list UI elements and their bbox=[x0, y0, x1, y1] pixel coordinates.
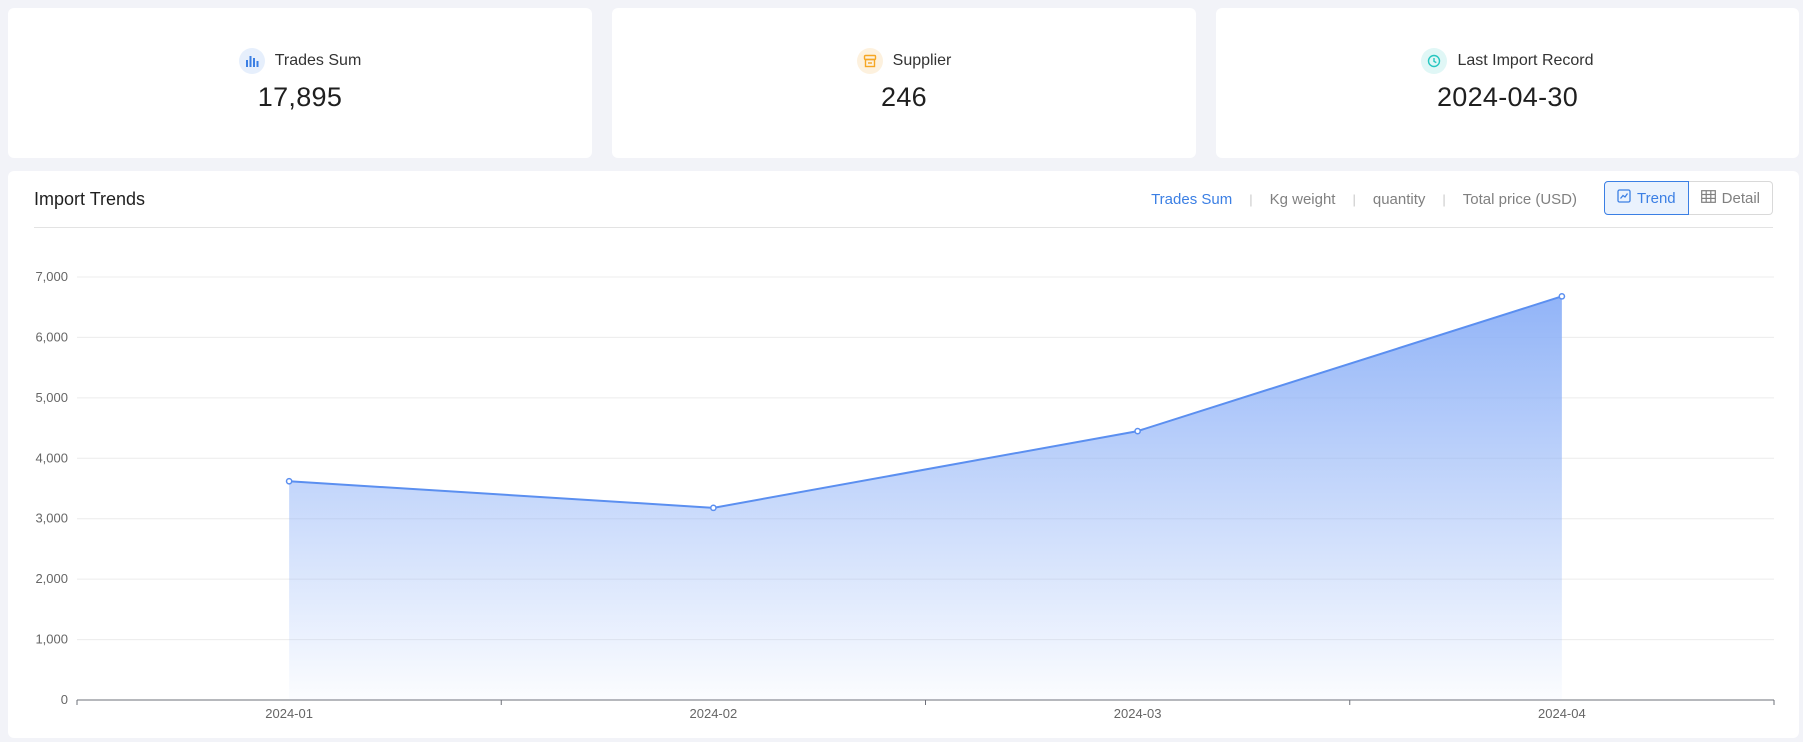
detail-button-label: Detail bbox=[1721, 189, 1760, 207]
trend-button-label: Trend bbox=[1637, 189, 1676, 207]
y-tick-label: 1,000 bbox=[35, 632, 68, 647]
tab-kg-weight[interactable]: Kg weight bbox=[1269, 191, 1336, 208]
chart-title: Import Trends bbox=[34, 189, 146, 209]
data-point bbox=[1558, 292, 1566, 300]
x-tick-label: 2024-01 bbox=[265, 706, 313, 721]
trend-view-button[interactable]: Trend bbox=[1604, 181, 1689, 215]
stat-value: 246 bbox=[881, 82, 927, 112]
x-tick-label: 2024-02 bbox=[690, 706, 738, 721]
last-import-record-card: Last Import Record 2024-04-30 bbox=[1216, 8, 1799, 158]
tab-separator: | bbox=[1249, 192, 1253, 207]
y-tick-label: 3,000 bbox=[35, 511, 68, 526]
import-trends-chart: 0 1,000 2,000 3,000 4,000 5,000 6,000 7,000 2024… bbox=[35, 269, 1775, 721]
y-tick-label: 4,000 bbox=[35, 450, 68, 465]
stat-value: 17,895 bbox=[257, 82, 343, 112]
import-trends-panel: 0 1,000 2,000 3,000 4,000 5,000 6,000 7,000 2024… bbox=[8, 171, 1799, 738]
data-point bbox=[285, 477, 293, 485]
stat-label: Trades Sum bbox=[274, 52, 362, 69]
stat-label: Last Import Record bbox=[1457, 52, 1594, 69]
series-line bbox=[289, 295, 1563, 509]
y-tick-label: 0 bbox=[61, 692, 68, 707]
data-point bbox=[1134, 427, 1141, 435]
tab-quantity[interactable]: quantity bbox=[1372, 191, 1426, 208]
metric-tabs: Trades Sum | Kg weight | quantity | Tota… bbox=[1151, 191, 1577, 208]
clock-icon bbox=[1421, 48, 1448, 74]
tab-separator: | bbox=[1442, 192, 1446, 207]
tab-separator: | bbox=[1352, 192, 1356, 207]
detail-view-button[interactable]: Detail bbox=[1688, 181, 1773, 215]
y-tick-label: 2,000 bbox=[35, 571, 68, 586]
view-toggle: Trend Detail bbox=[1604, 181, 1773, 215]
tab-total-price[interactable]: Total price (USD) bbox=[1462, 191, 1577, 208]
store-icon bbox=[856, 48, 883, 74]
series-area bbox=[289, 296, 1562, 700]
stat-label: Supplier bbox=[892, 52, 952, 69]
y-tick-label: 5,000 bbox=[35, 390, 68, 405]
data-point bbox=[710, 504, 717, 512]
y-tick-label: 7,000 bbox=[35, 269, 68, 284]
supplier-card: Supplier 246 bbox=[612, 8, 1196, 158]
y-tick-label: 6,000 bbox=[35, 329, 68, 344]
x-tick-label: 2024-03 bbox=[1114, 706, 1162, 721]
chart-header: Import Trends Trades Sum | Kg weight | q… bbox=[34, 171, 1773, 228]
x-tick-label: 2024-04 bbox=[1538, 706, 1586, 721]
stat-value: 2024-04-30 bbox=[1436, 82, 1579, 112]
bar-chart-icon bbox=[238, 48, 265, 74]
trend-icon bbox=[1617, 189, 1631, 207]
trades-sum-card: Trades Sum 17,895 bbox=[8, 8, 592, 158]
table-icon bbox=[1700, 189, 1716, 207]
tab-trades-sum[interactable]: Trades Sum bbox=[1151, 191, 1233, 208]
